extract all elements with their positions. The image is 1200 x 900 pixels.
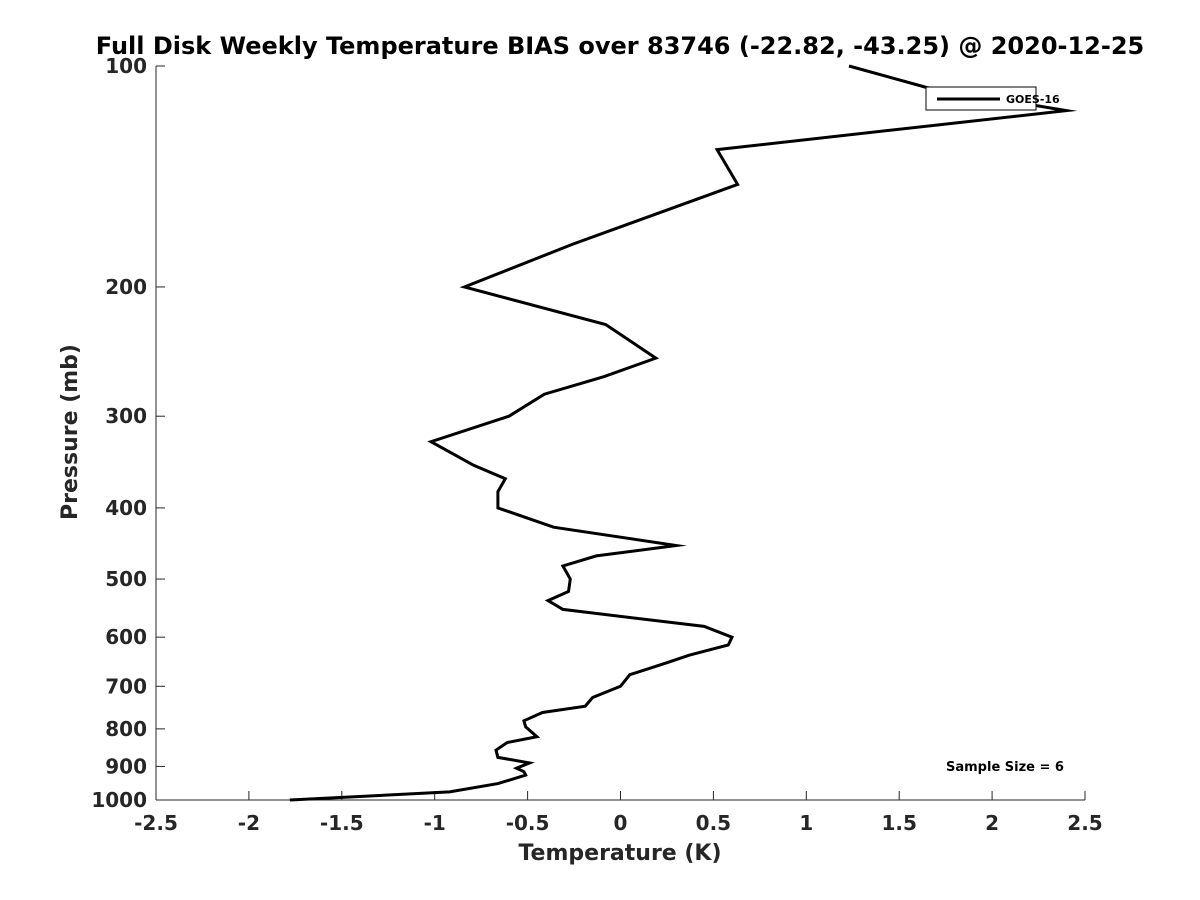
y-tick-label: 300 bbox=[105, 404, 147, 428]
x-tick-label: 2 bbox=[985, 811, 999, 835]
axis-ticks: -2.5 -2 -1.5 -1 -0.5 0 0.5 1 1.5 2 2.5 100 200 300 400… bbox=[91, 54, 1102, 835]
x-tick-label: -1.5 bbox=[320, 811, 364, 835]
sample-size-annotation: Sample Size = 6 bbox=[946, 760, 1064, 775]
x-tick-label: 2.5 bbox=[1067, 811, 1102, 835]
series-line-goes16 bbox=[289, 64, 1078, 802]
y-tick-label: 1000 bbox=[91, 788, 147, 812]
x-tick-label: 1 bbox=[799, 811, 813, 835]
x-tick-label: -0.5 bbox=[506, 811, 550, 835]
x-tick-label: -2.5 bbox=[134, 811, 178, 835]
y-tick-label: 900 bbox=[105, 754, 147, 778]
chart-title: Full Disk Weekly Temperature BIAS over 8… bbox=[96, 32, 1144, 60]
axes bbox=[155, 66, 1085, 801]
y-tick-label: 200 bbox=[105, 275, 147, 299]
x-tick-label: -1 bbox=[424, 811, 446, 835]
y-tick-label: 700 bbox=[105, 674, 147, 698]
y-tick-label: 500 bbox=[105, 567, 147, 591]
legend: GOES-16 bbox=[925, 86, 1060, 111]
x-tick-label: -2 bbox=[238, 811, 260, 835]
x-axis-label: Temperature (K) bbox=[518, 841, 721, 866]
y-tick-label: 800 bbox=[105, 717, 147, 741]
y-tick-label: 100 bbox=[105, 54, 147, 78]
y-tick-label: 600 bbox=[105, 625, 147, 649]
x-tick-label: 0.5 bbox=[696, 811, 731, 835]
x-tick-label: 1.5 bbox=[881, 811, 916, 835]
legend-label-goes16: GOES-16 bbox=[1006, 93, 1060, 106]
x-tick-label: 0 bbox=[614, 811, 628, 835]
y-tick-label: 400 bbox=[105, 496, 147, 520]
y-axis-label: Pressure (mb) bbox=[58, 344, 83, 520]
data-series bbox=[289, 64, 1078, 802]
